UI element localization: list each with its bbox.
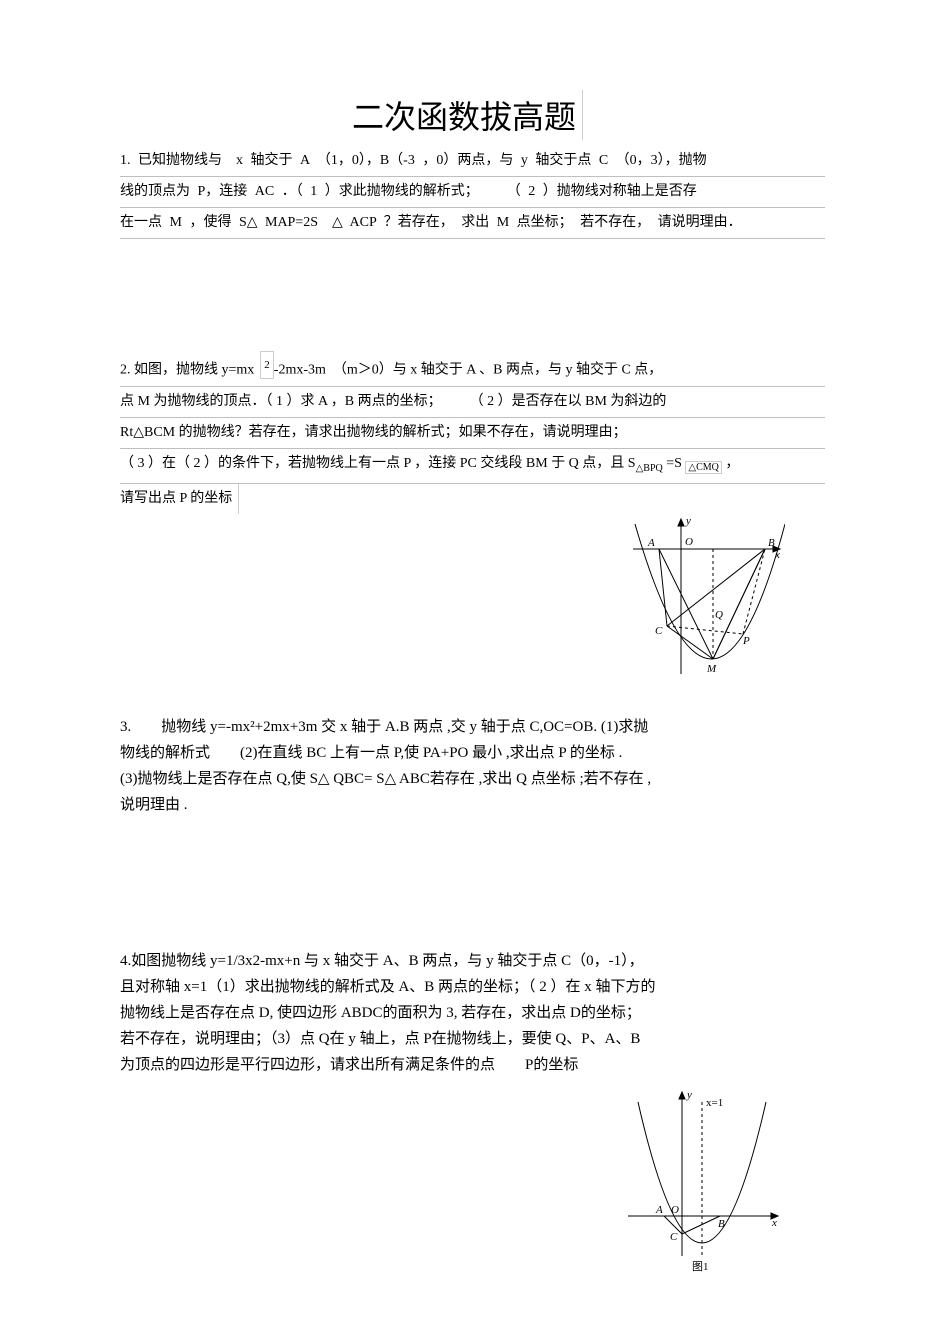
q2-label-y: y bbox=[685, 515, 691, 527]
spacer bbox=[120, 239, 825, 349]
q2-label-O: O bbox=[685, 536, 693, 548]
page-container: 二次函数拔高题 1. 已知抛物线与 x 轴交于 A （1，0），B（-3 ，0）… bbox=[0, 0, 945, 1314]
q2-label-C: C bbox=[655, 625, 663, 637]
q1-line2: 线的顶点为 P，连接 AC ．（ 1 ）求此抛物线的解析式； （ 2 ）抛物线对… bbox=[120, 177, 825, 208]
q2-exponent: 2 bbox=[260, 351, 274, 379]
q2-line4-c: ， bbox=[722, 456, 740, 471]
q2-line4-b: =S bbox=[663, 456, 686, 471]
q2-sub1: △BPQ bbox=[636, 462, 663, 473]
q4-label-fig: 图1 bbox=[692, 1260, 709, 1273]
q4-label-B: B bbox=[718, 1218, 725, 1230]
q2-figure: A O B x y C M Q P bbox=[615, 514, 785, 684]
q4-line2: 且对称轴 x=1（1）求出抛物线的解析式及 A、B 两点的坐标；（ 2 ）在 x… bbox=[120, 974, 825, 1000]
q2-label-M: M bbox=[706, 663, 717, 675]
q4-line3: 抛物线上是否存在点 D, 使四边形 ABDC的面积为 3, 若存在，求出点 D的… bbox=[120, 1000, 825, 1026]
q4-label-y: y bbox=[686, 1089, 692, 1101]
q2-line2: 点 M 为抛物线的顶点．（ 1 ）求 A ，B 两点的坐标； （ 2 ）是否存在… bbox=[120, 387, 825, 418]
q4-figure: A O B C x y x=1 图1 bbox=[620, 1084, 785, 1274]
q4-label-O: O bbox=[671, 1204, 679, 1216]
spacer bbox=[120, 818, 825, 948]
q3-line3: (3)抛物线上是否存在点 Q,使 S△ QBC= S△ ABC若存在 ,求出 Q… bbox=[120, 766, 825, 792]
q2-sub2: △CMQ bbox=[685, 461, 721, 474]
q4-line4: 若不存在，说明理由；（3）点 Q在 y 轴上，点 P在抛物线上，要使 Q、P、A… bbox=[120, 1026, 825, 1052]
q2-label-Q: Q bbox=[715, 609, 723, 621]
q2-line4-a: （ 3 ）在（ 2 ）的条件下，若抛物线上有一点 P ，连接 PC 交线段 BM… bbox=[120, 456, 636, 471]
q4-label-C: C bbox=[670, 1231, 678, 1243]
q2-label-x: x bbox=[774, 549, 780, 561]
q2-line1-b: -2mx-3m （m＞0）与 x 轴交于 A 、B 两点，与 y 轴交于 C 点… bbox=[274, 363, 663, 378]
q4-label-axis: x=1 bbox=[706, 1097, 723, 1109]
q4-line5: 为顶点的四边形是平行四边形，请求出所有满足条件的点 P的坐标 bbox=[120, 1052, 825, 1078]
q2-label-P: P bbox=[742, 635, 750, 647]
q2-line1: 2. 如图，抛物线 y=mx 2-2mx-3m （m＞0）与 x 轴交于 A 、B… bbox=[120, 349, 825, 387]
q2-line3: Rt△BCM 的抛物线？若存在，请求出抛物线的解析式；如果不存在，请说明理由； bbox=[120, 418, 825, 449]
q2-line5: 请写出点 P 的坐标 bbox=[120, 484, 239, 514]
q4-line1: 4.如图抛物线 y=1/3x2-mx+n 与 x 轴交于 A、B 两点，与 y … bbox=[120, 948, 825, 974]
q4-label-A: A bbox=[655, 1204, 663, 1216]
q1-line3: 在一点 M ，使得 S△ MAP=2S △ ACP ？若存在， 求出 M 点坐标… bbox=[120, 208, 825, 239]
q2-line1-a: 2. 如图，抛物线 y=mx bbox=[120, 363, 254, 378]
q3-line4: 说明理由 . bbox=[120, 792, 825, 818]
document-title: 二次函数拔高题 bbox=[350, 90, 583, 140]
q4-label-x: x bbox=[771, 1217, 777, 1229]
q3-line1: 3. 抛物线 y=-mx²+2mx+3m 交 x 轴于 A.B 两点 ,交 y … bbox=[120, 714, 825, 740]
q3-line2: 物线的解析式 (2)在直线 BC 上有一点 P,使 PA+PO 最小 ,求出点 … bbox=[120, 740, 825, 766]
q2-label-B: B bbox=[768, 537, 775, 549]
q1-line1: 1. 已知抛物线与 x 轴交于 A （1，0），B（-3 ，0）两点，与 y 轴… bbox=[120, 146, 825, 177]
spacer bbox=[120, 684, 825, 714]
q2-label-A: A bbox=[647, 537, 655, 549]
q2-line4: （ 3 ）在（ 2 ）的条件下，若抛物线上有一点 P ，连接 PC 交线段 BM… bbox=[120, 449, 825, 485]
